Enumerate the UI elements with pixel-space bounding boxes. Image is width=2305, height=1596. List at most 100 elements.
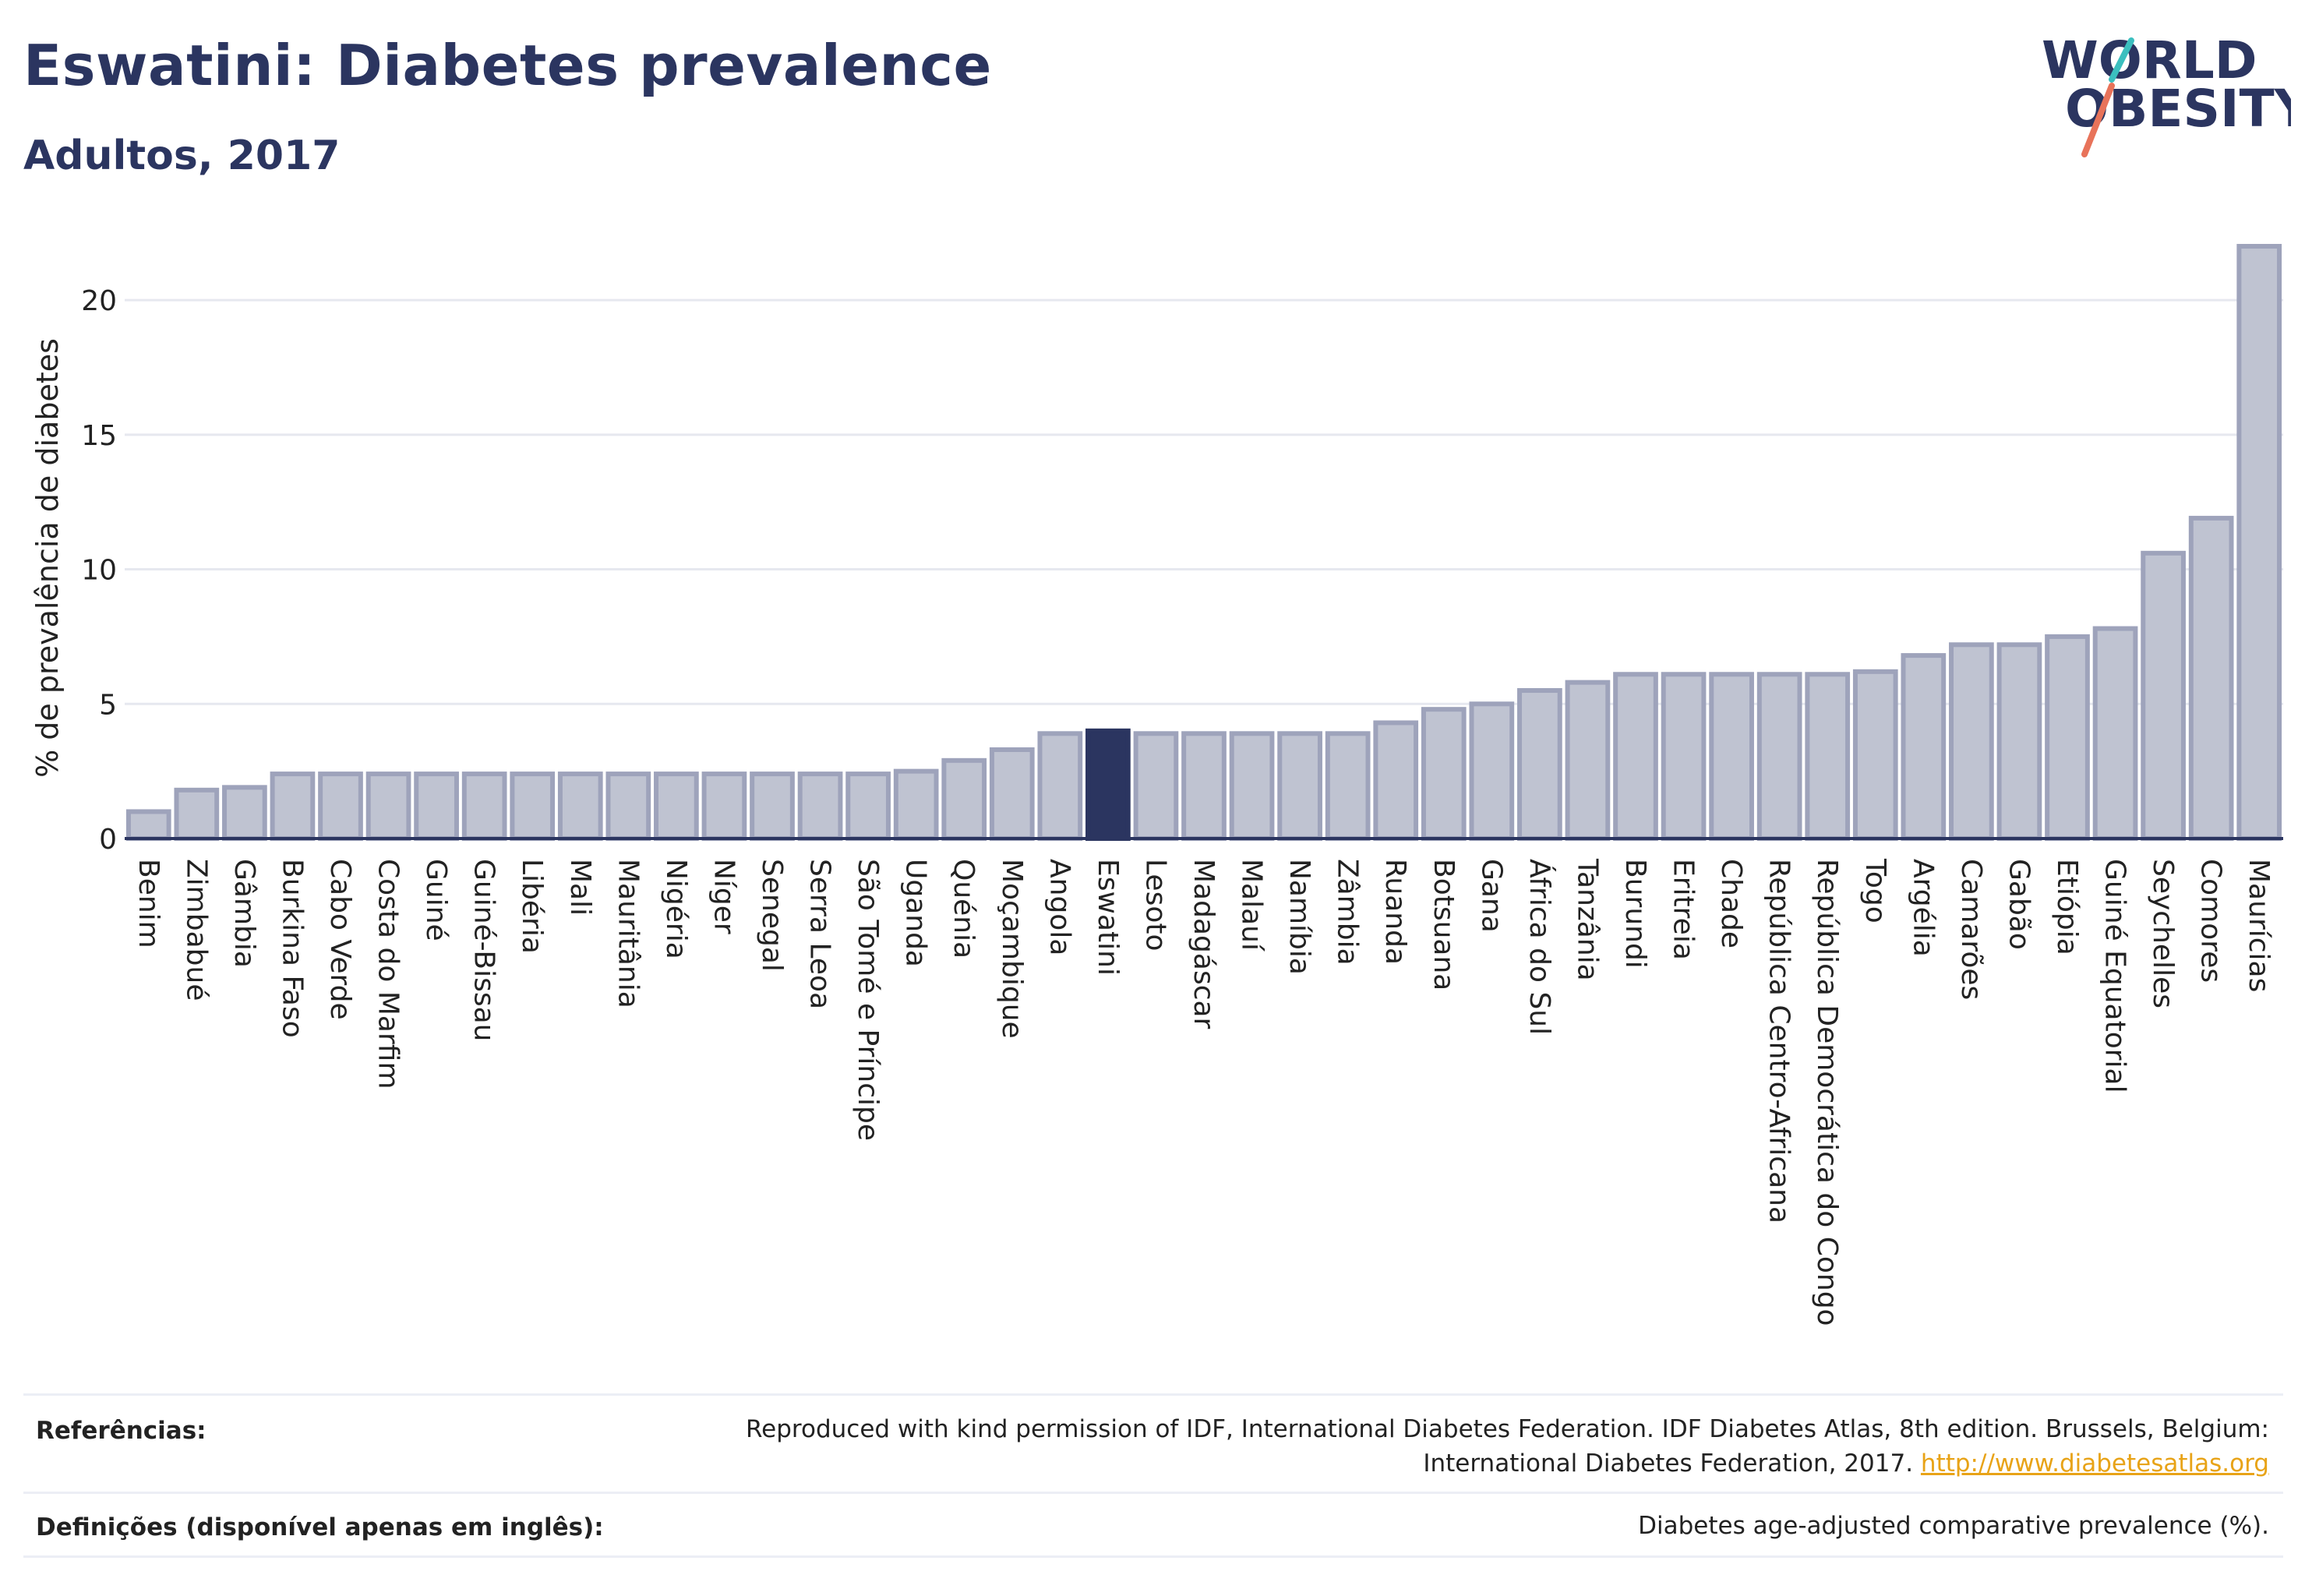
bar bbox=[270, 772, 316, 841]
x-tick-label: Nigéria bbox=[660, 859, 692, 959]
bar bbox=[941, 757, 987, 841]
bar bbox=[989, 747, 1035, 841]
x-tick-label: África do Sul bbox=[1523, 859, 1556, 1035]
references-line-2-text: International Diabetes Federation, 2017. bbox=[1423, 1449, 1914, 1478]
bar bbox=[1852, 669, 1898, 841]
bar bbox=[750, 772, 795, 841]
x-tick-label: Togo bbox=[1859, 858, 1891, 923]
x-tick-label: Comores bbox=[2195, 859, 2227, 983]
x-tick-label: Serra Leoa bbox=[804, 859, 836, 1009]
bar bbox=[1277, 731, 1322, 841]
bar bbox=[1037, 731, 1083, 841]
x-tick-label: Zimbabué bbox=[180, 859, 212, 1001]
bar bbox=[654, 772, 699, 841]
page-subtitle: Adultos, 2017 bbox=[23, 132, 341, 179]
x-tick-label: Eswatini bbox=[1092, 859, 1124, 976]
bar bbox=[365, 772, 411, 841]
y-tick-label: 10 bbox=[81, 555, 117, 587]
x-tick-label: Maurícias bbox=[2243, 859, 2275, 992]
bar bbox=[893, 768, 939, 841]
references-line-2: International Diabetes Federation, 2017.… bbox=[746, 1446, 2269, 1481]
x-tick-label: Mauritânia bbox=[612, 859, 644, 1008]
bar bbox=[461, 772, 507, 841]
x-tick-label: Guiné Equatorial bbox=[2099, 859, 2131, 1093]
bar bbox=[2236, 244, 2282, 841]
x-tick-label: Gâmbia bbox=[228, 859, 260, 968]
bar bbox=[1949, 642, 1994, 841]
x-tick-label: Namíbia bbox=[1283, 859, 1315, 975]
references-label: Referências: bbox=[36, 1417, 206, 1445]
page-title: Eswatini: Diabetes prevalence bbox=[23, 33, 992, 98]
x-tick-label: Zâmbia bbox=[1332, 859, 1364, 966]
x-tick-label: Eritreia bbox=[1668, 859, 1700, 960]
logo-line-1: WORLD bbox=[2042, 30, 2257, 90]
x-tick-label: Benim bbox=[132, 859, 164, 948]
x-tick-label: Uganda bbox=[900, 859, 932, 967]
references-line-1: Reproduced with kind permission of IDF, … bbox=[746, 1415, 2269, 1443]
bar bbox=[174, 787, 220, 841]
x-tick-label: Madagáscar bbox=[1188, 859, 1220, 1029]
definitions-label: Definições (disponível apenas em inglês)… bbox=[36, 1513, 604, 1541]
bar bbox=[510, 772, 556, 841]
x-tick-label: Guiné bbox=[420, 859, 452, 941]
x-tick-label: Libéria bbox=[516, 859, 548, 954]
bar bbox=[1229, 731, 1275, 841]
x-tick-label: Tanzânia bbox=[1571, 858, 1603, 981]
x-tick-label: São Tomé e Príncipe bbox=[852, 859, 884, 1141]
references-text: Reproduced with kind permission of IDF, … bbox=[746, 1412, 2269, 1481]
bar bbox=[1661, 672, 1707, 841]
x-tick-label: Angola bbox=[1043, 859, 1075, 955]
x-tick-label: Argélia bbox=[1907, 859, 1939, 957]
bar bbox=[797, 772, 843, 841]
bar bbox=[1709, 672, 1754, 841]
references-link[interactable]: http://www.diabetesatlas.org bbox=[1920, 1449, 2269, 1478]
x-tick-label: Malauí bbox=[1236, 859, 1268, 952]
bar bbox=[701, 772, 747, 841]
x-tick-label: Seychelles bbox=[2147, 859, 2179, 1008]
bar bbox=[1996, 642, 2042, 841]
x-tick-label: Moçambique bbox=[996, 859, 1028, 1039]
x-tick-label: Gana bbox=[1475, 859, 1507, 933]
bar bbox=[605, 772, 651, 841]
x-tick-label: Níger bbox=[708, 859, 740, 934]
x-tick-label: Botsuana bbox=[1428, 859, 1460, 990]
bar bbox=[1373, 720, 1419, 841]
bar bbox=[1133, 731, 1179, 841]
y-axis-title: % de prevalência de diabetes bbox=[30, 338, 65, 778]
definitions-text: Diabetes age-adjusted comparative preval… bbox=[1638, 1512, 2269, 1540]
y-tick-label: 15 bbox=[81, 420, 117, 452]
bar bbox=[1901, 653, 1947, 841]
bar bbox=[1805, 672, 1851, 841]
bar bbox=[318, 772, 363, 841]
x-tick-label: Etiópia bbox=[2051, 859, 2083, 955]
footer-divider-middle bbox=[23, 1492, 2283, 1494]
x-tick-label: Lesoto bbox=[1139, 859, 1171, 952]
bar bbox=[1421, 707, 1467, 841]
bar bbox=[2045, 634, 2090, 842]
footer-divider-bottom bbox=[23, 1555, 2283, 1558]
x-tick-label: República Centro-Africana bbox=[1763, 859, 1795, 1223]
bar bbox=[1565, 680, 1611, 841]
x-axis-labels: Benim Zimbabué Gâmbia Burkina Faso Cabo Verd… bbox=[132, 858, 2275, 1326]
bar bbox=[125, 809, 171, 842]
bar bbox=[2188, 515, 2234, 842]
bar bbox=[414, 772, 459, 841]
x-tick-label: Burundi bbox=[1619, 859, 1651, 969]
x-tick-label: Quénia bbox=[948, 859, 980, 959]
x-tick-label: Senegal bbox=[756, 859, 788, 972]
bar bbox=[2141, 550, 2186, 841]
x-tick-label: Ruanda bbox=[1379, 859, 1411, 965]
bar bbox=[2092, 626, 2138, 842]
bar bbox=[1181, 731, 1227, 841]
x-tick-label: Gabão bbox=[2003, 859, 2035, 950]
x-tick-label: Burkina Faso bbox=[276, 859, 308, 1038]
logo-slash-teal bbox=[2109, 37, 2134, 83]
y-tick-label: 5 bbox=[99, 689, 117, 721]
bar bbox=[1517, 688, 1562, 841]
bar bbox=[1469, 701, 1515, 841]
bar-highlight bbox=[1085, 728, 1131, 841]
x-tick-label: Costa do Marfim bbox=[372, 859, 404, 1089]
bar-chart: 0 5 10 15 20 Benim Zimbabué Gâmbia Burkina Faso… bbox=[30, 244, 2283, 1326]
bar bbox=[1325, 731, 1371, 841]
y-tick-label: 0 bbox=[99, 824, 117, 856]
